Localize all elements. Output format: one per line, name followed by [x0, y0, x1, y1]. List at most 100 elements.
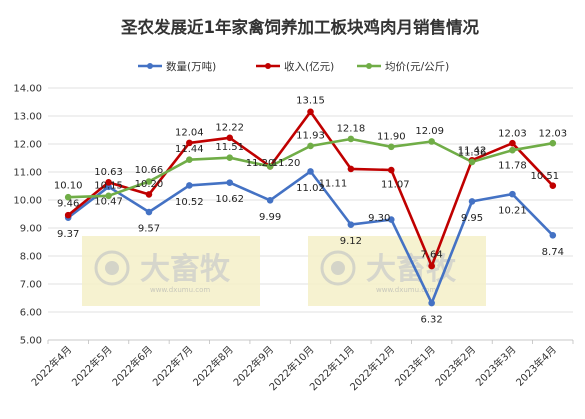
- data-point: [347, 165, 355, 173]
- watermark-dot-icon: [105, 261, 119, 275]
- watermark-url: www.dxumu.com: [376, 286, 436, 294]
- watermark-url: www.dxumu.com: [150, 286, 210, 294]
- data-point: [468, 198, 476, 205]
- data-point: [186, 182, 193, 189]
- data-label: 9.12: [340, 236, 362, 247]
- y-tick-label: 7.00: [20, 280, 42, 291]
- watermark-circle-icon: [94, 250, 130, 286]
- data-point: [226, 134, 234, 142]
- legend-label: 收入(亿元): [284, 60, 334, 73]
- y-tick-label: 6.00: [20, 308, 42, 319]
- data-point: [307, 142, 314, 150]
- data-point: [428, 262, 435, 270]
- watermark-circle-icon: [320, 250, 356, 286]
- y-tick-label: 14.00: [13, 84, 42, 95]
- data-point: [307, 168, 314, 175]
- data-label: 11.42: [458, 146, 487, 157]
- data-point: [307, 108, 314, 116]
- legend-item: 收入(亿元): [256, 60, 334, 73]
- data-label: 9.99: [259, 212, 281, 223]
- legend-label: 均价(元/公斤): [385, 61, 449, 73]
- watermark-dot-icon: [331, 261, 345, 275]
- data-point: [549, 231, 557, 239]
- data-label: 9.30: [368, 213, 390, 224]
- y-tick-label: 10.00: [13, 196, 42, 207]
- y-tick-label: 8.00: [20, 252, 42, 263]
- data-label: 13.15: [296, 95, 325, 106]
- data-point: [145, 191, 153, 198]
- legend-swatch-marker: [147, 63, 153, 69]
- x-tick-label: 2022年7月: [150, 343, 196, 389]
- data-point: [186, 156, 193, 163]
- data-point: [266, 163, 274, 170]
- data-label: 9.57: [138, 224, 160, 235]
- y-tick-label: 11.00: [13, 168, 42, 179]
- x-tick-label: 2023年3月: [473, 343, 519, 389]
- data-point: [266, 196, 274, 204]
- data-label: 11.20: [246, 158, 275, 169]
- x-tick-label: 2023年4月: [513, 343, 559, 389]
- data-label: 11.90: [377, 131, 406, 142]
- legend-label: 数量(万吨): [166, 60, 216, 73]
- data-labels: 9.37 10.47 9.57 10.52 10.62 9.99 11.02 9.12 9.30…: [54, 95, 567, 325]
- data-point: [145, 178, 153, 185]
- data-point: [64, 211, 72, 219]
- data-point: [226, 154, 234, 162]
- legend-swatch-marker: [366, 63, 372, 69]
- data-point: [549, 182, 557, 190]
- data-label: 10.10: [54, 181, 83, 192]
- data-point: [347, 135, 355, 143]
- data-label: 11.51: [215, 142, 244, 153]
- x-tick-label: 2022年6月: [109, 343, 155, 389]
- x-axis: 2022年4月2022年5月2022年6月2022年7月2022年8月2022年…: [28, 339, 574, 393]
- data-label: 11.93: [296, 130, 325, 141]
- x-tick-label: 2022年9月: [230, 343, 276, 389]
- data-label: 11.11: [319, 178, 348, 189]
- data-label: 6.32: [421, 315, 443, 326]
- data-point: [186, 139, 193, 147]
- data-label: 10.15: [94, 180, 123, 191]
- data-point: [387, 166, 395, 174]
- data-point: [145, 208, 153, 216]
- data-point: [105, 192, 112, 200]
- y-tick-label: 12.00: [13, 140, 42, 151]
- data-label: 11.02: [296, 183, 325, 194]
- legend-swatch-marker: [265, 63, 271, 69]
- data-label: 12.09: [415, 126, 444, 137]
- data-label: 11.44: [175, 144, 204, 155]
- data-point: [428, 138, 435, 145]
- data-label: 10.21: [498, 206, 527, 217]
- y-tick-label: 9.00: [20, 224, 42, 235]
- data-point: [347, 221, 355, 228]
- data-label: 9.46: [57, 199, 79, 210]
- data-label: 12.18: [337, 123, 366, 134]
- data-point: [509, 190, 516, 198]
- data-label: 10.52: [175, 197, 204, 208]
- data-label: 10.66: [135, 165, 164, 176]
- data-label: 12.22: [215, 122, 244, 133]
- data-point: [64, 193, 72, 201]
- data-label: 10.20: [135, 179, 164, 190]
- x-tick-label: 2023年1月: [392, 343, 438, 389]
- y-tick-label: 13.00: [13, 112, 42, 123]
- y-axis: 5.00 6.00 7.00 8.00 9.00 10.00 11.00 12.00 13.00…: [13, 84, 42, 347]
- data-point: [468, 158, 476, 166]
- data-point: [387, 216, 395, 223]
- data-point: [428, 299, 435, 307]
- x-tick-label: 2022年4月: [28, 343, 74, 389]
- data-label: 8.74: [542, 247, 564, 258]
- data-label: 12.04: [175, 127, 204, 138]
- data-label: 10.62: [215, 194, 244, 205]
- data-label: 11.36: [458, 147, 487, 158]
- data-label: 7.64: [421, 250, 443, 261]
- data-label: 11.20: [272, 158, 301, 169]
- legend: 数量(万吨) 收入(亿元) 均价(元/公斤): [138, 60, 449, 73]
- legend-item: 均价(元/公斤): [357, 61, 449, 73]
- watermark-brand: 大畜牧: [366, 252, 457, 287]
- series-points: [64, 108, 557, 307]
